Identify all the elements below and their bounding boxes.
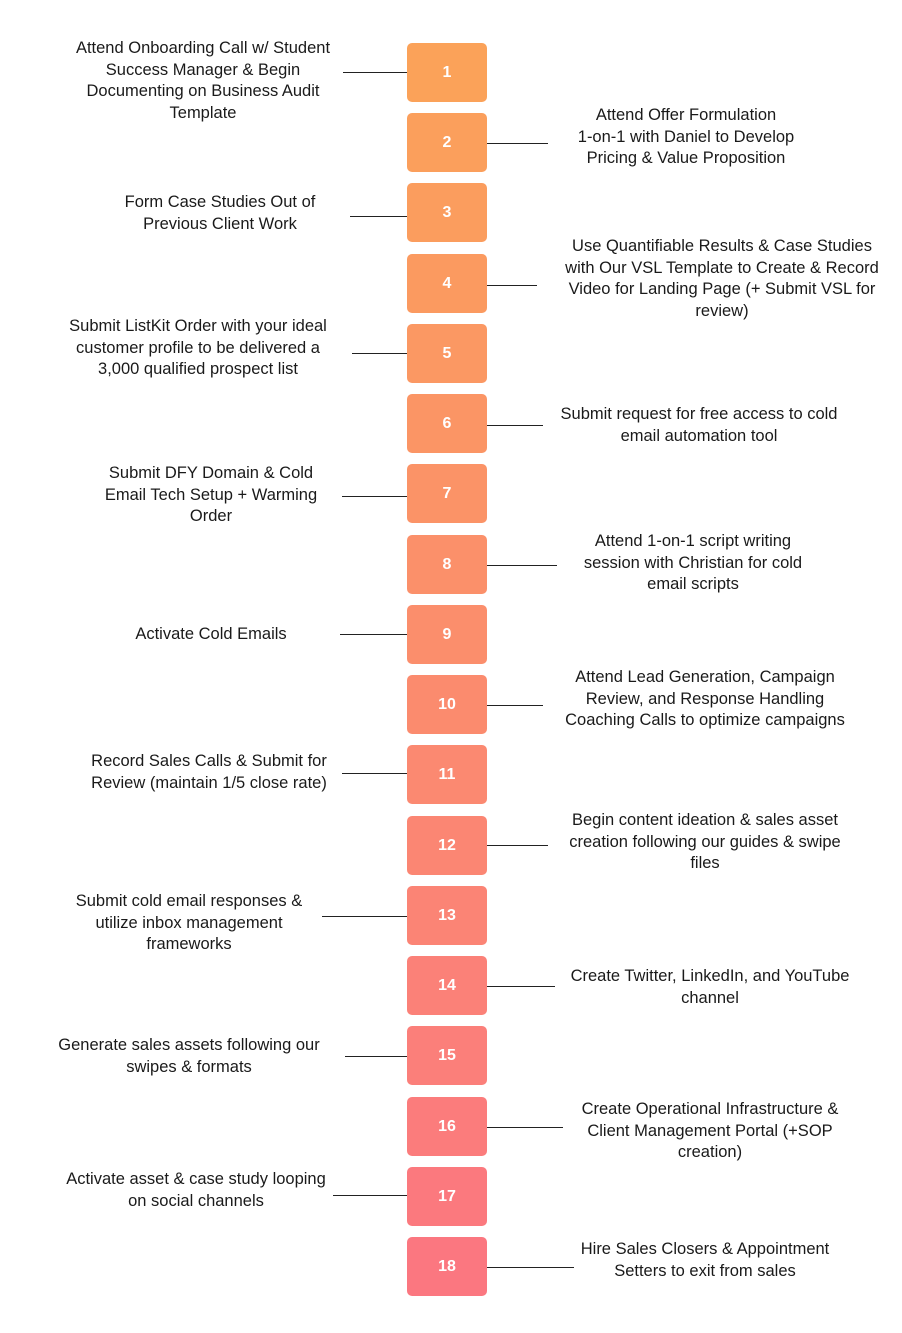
step-label: Create Twitter, LinkedIn, and YouTube cha… <box>570 967 850 1007</box>
connector-line <box>487 845 548 846</box>
connector-line <box>342 773 407 774</box>
connector-line <box>322 916 407 917</box>
connector-line <box>487 565 557 566</box>
step-label: Hire Sales Closers & Appointment Setters … <box>580 1240 830 1280</box>
step-number-box: 12 <box>407 816 487 875</box>
step-label: Attend Offer Formulation 1-on-1 with Dani… <box>577 106 795 167</box>
step-number-box: 11 <box>407 745 487 804</box>
step-number-box: 15 <box>407 1026 487 1085</box>
step-number-box: 13 <box>407 886 487 945</box>
step-number-box: 14 <box>407 956 487 1015</box>
step-label: Attend Lead Generation, Campaign Review, … <box>565 668 845 729</box>
step-label: Begin content ideation & sales asset crea… <box>569 811 841 872</box>
step-number: 9 <box>442 625 452 643</box>
step-label: Submit DFY Domain & Cold Email Tech Setup… <box>104 464 318 525</box>
step-label: Submit cold email responses & utilize inb… <box>75 892 303 953</box>
step-number: 12 <box>438 836 456 854</box>
step-label: Submit request for free access to cold em… <box>560 405 838 445</box>
step-number: 6 <box>442 414 452 432</box>
step-number-box: 1 <box>407 43 487 102</box>
step-label: Attend Onboarding Call w/ Student Success… <box>75 39 331 122</box>
step-label: Create Operational Infrastructure & Clien… <box>581 1100 839 1161</box>
step-number-box: 6 <box>407 394 487 453</box>
step-number: 10 <box>438 695 456 713</box>
step-number: 1 <box>442 63 452 81</box>
step-number-box: 2 <box>407 113 487 172</box>
step-number: 7 <box>442 484 452 502</box>
connector-line <box>487 986 555 987</box>
connector-line <box>350 216 407 217</box>
step-number-box: 9 <box>407 605 487 664</box>
connector-line <box>487 143 548 144</box>
step-number-box: 3 <box>407 183 487 242</box>
step-number-box: 16 <box>407 1097 487 1156</box>
step-number-box: 17 <box>407 1167 487 1226</box>
connector-line <box>345 1056 407 1057</box>
step-number: 14 <box>438 976 456 994</box>
step-number: 11 <box>438 765 456 783</box>
step-number: 15 <box>438 1046 456 1064</box>
connector-line <box>352 353 407 354</box>
step-number: 2 <box>442 133 452 151</box>
step-number-box: 10 <box>407 675 487 734</box>
connector-line <box>487 1127 563 1128</box>
step-number-box: 4 <box>407 254 487 313</box>
connector-line <box>333 1195 407 1196</box>
step-number: 16 <box>438 1117 456 1135</box>
step-number: 17 <box>438 1187 456 1205</box>
step-number-box: 7 <box>407 464 487 523</box>
connector-line <box>487 425 543 426</box>
connector-line <box>487 1267 574 1268</box>
connector-line <box>487 285 537 286</box>
step-number: 18 <box>438 1257 456 1275</box>
step-number: 4 <box>442 274 452 292</box>
step-number: 5 <box>442 344 452 362</box>
step-label: Activate Cold Emails <box>135 625 287 643</box>
step-label: Generate sales assets following our swipe… <box>58 1036 320 1076</box>
connector-line <box>342 496 407 497</box>
step-number-box: 5 <box>407 324 487 383</box>
step-number: 13 <box>438 906 456 924</box>
connector-line <box>340 634 407 635</box>
connector-line <box>487 705 543 706</box>
step-label: Attend 1-on-1 script writing session with… <box>583 532 803 593</box>
step-label: Record Sales Calls & Submit for Review (m… <box>91 752 327 792</box>
step-label: Activate asset & case study looping on so… <box>66 1170 326 1210</box>
step-number: 3 <box>442 203 452 221</box>
step-label: Submit ListKit Order with your ideal cust… <box>69 317 327 378</box>
step-label: Use Quantifiable Results & Case Studies w… <box>565 237 879 320</box>
step-number: 8 <box>442 555 452 573</box>
step-number-box: 8 <box>407 535 487 594</box>
connector-line <box>343 72 407 73</box>
step-label: Form Case Studies Out of Previous Client … <box>124 193 316 233</box>
step-number-box: 18 <box>407 1237 487 1296</box>
